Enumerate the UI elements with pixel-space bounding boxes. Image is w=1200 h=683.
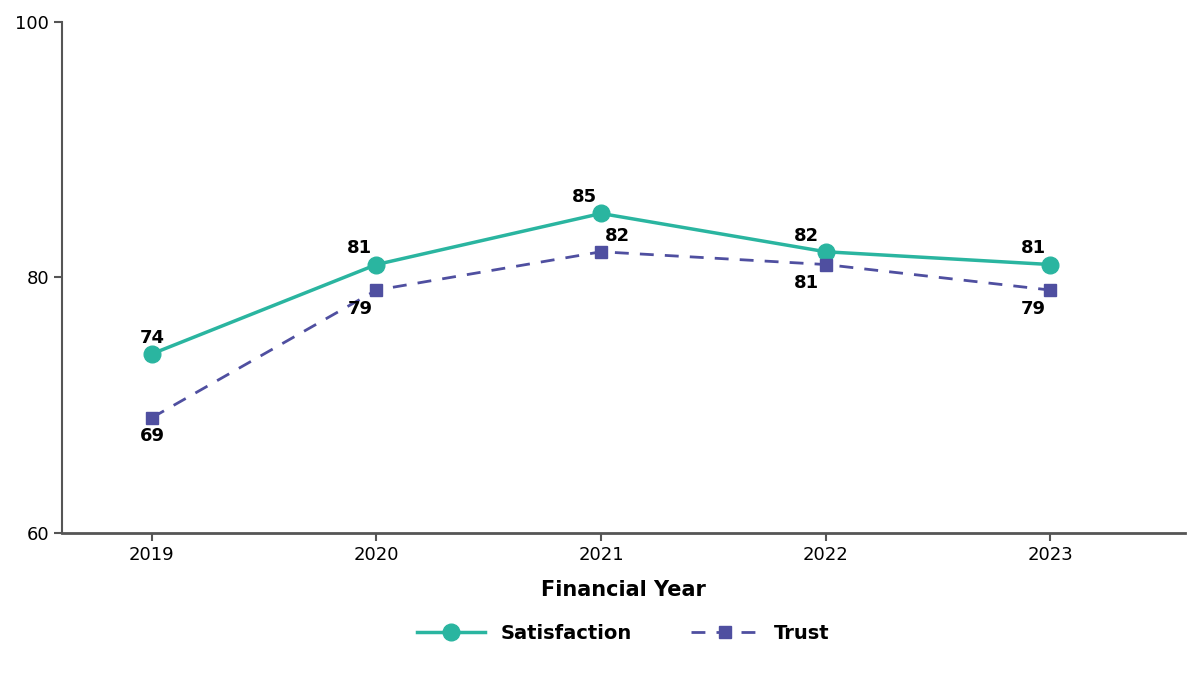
Text: 81: 81 — [347, 240, 372, 257]
Legend: Satisfaction, Trust: Satisfaction, Trust — [409, 616, 838, 650]
Text: 82: 82 — [793, 227, 818, 245]
X-axis label: Financial Year: Financial Year — [541, 581, 706, 600]
Text: 81: 81 — [1021, 240, 1046, 257]
Text: 69: 69 — [139, 428, 164, 445]
Text: 79: 79 — [347, 300, 372, 318]
Text: 79: 79 — [1021, 300, 1046, 318]
Text: 81: 81 — [793, 274, 818, 292]
Text: 74: 74 — [139, 329, 164, 347]
Text: 85: 85 — [572, 189, 596, 206]
Text: 82: 82 — [605, 227, 630, 245]
